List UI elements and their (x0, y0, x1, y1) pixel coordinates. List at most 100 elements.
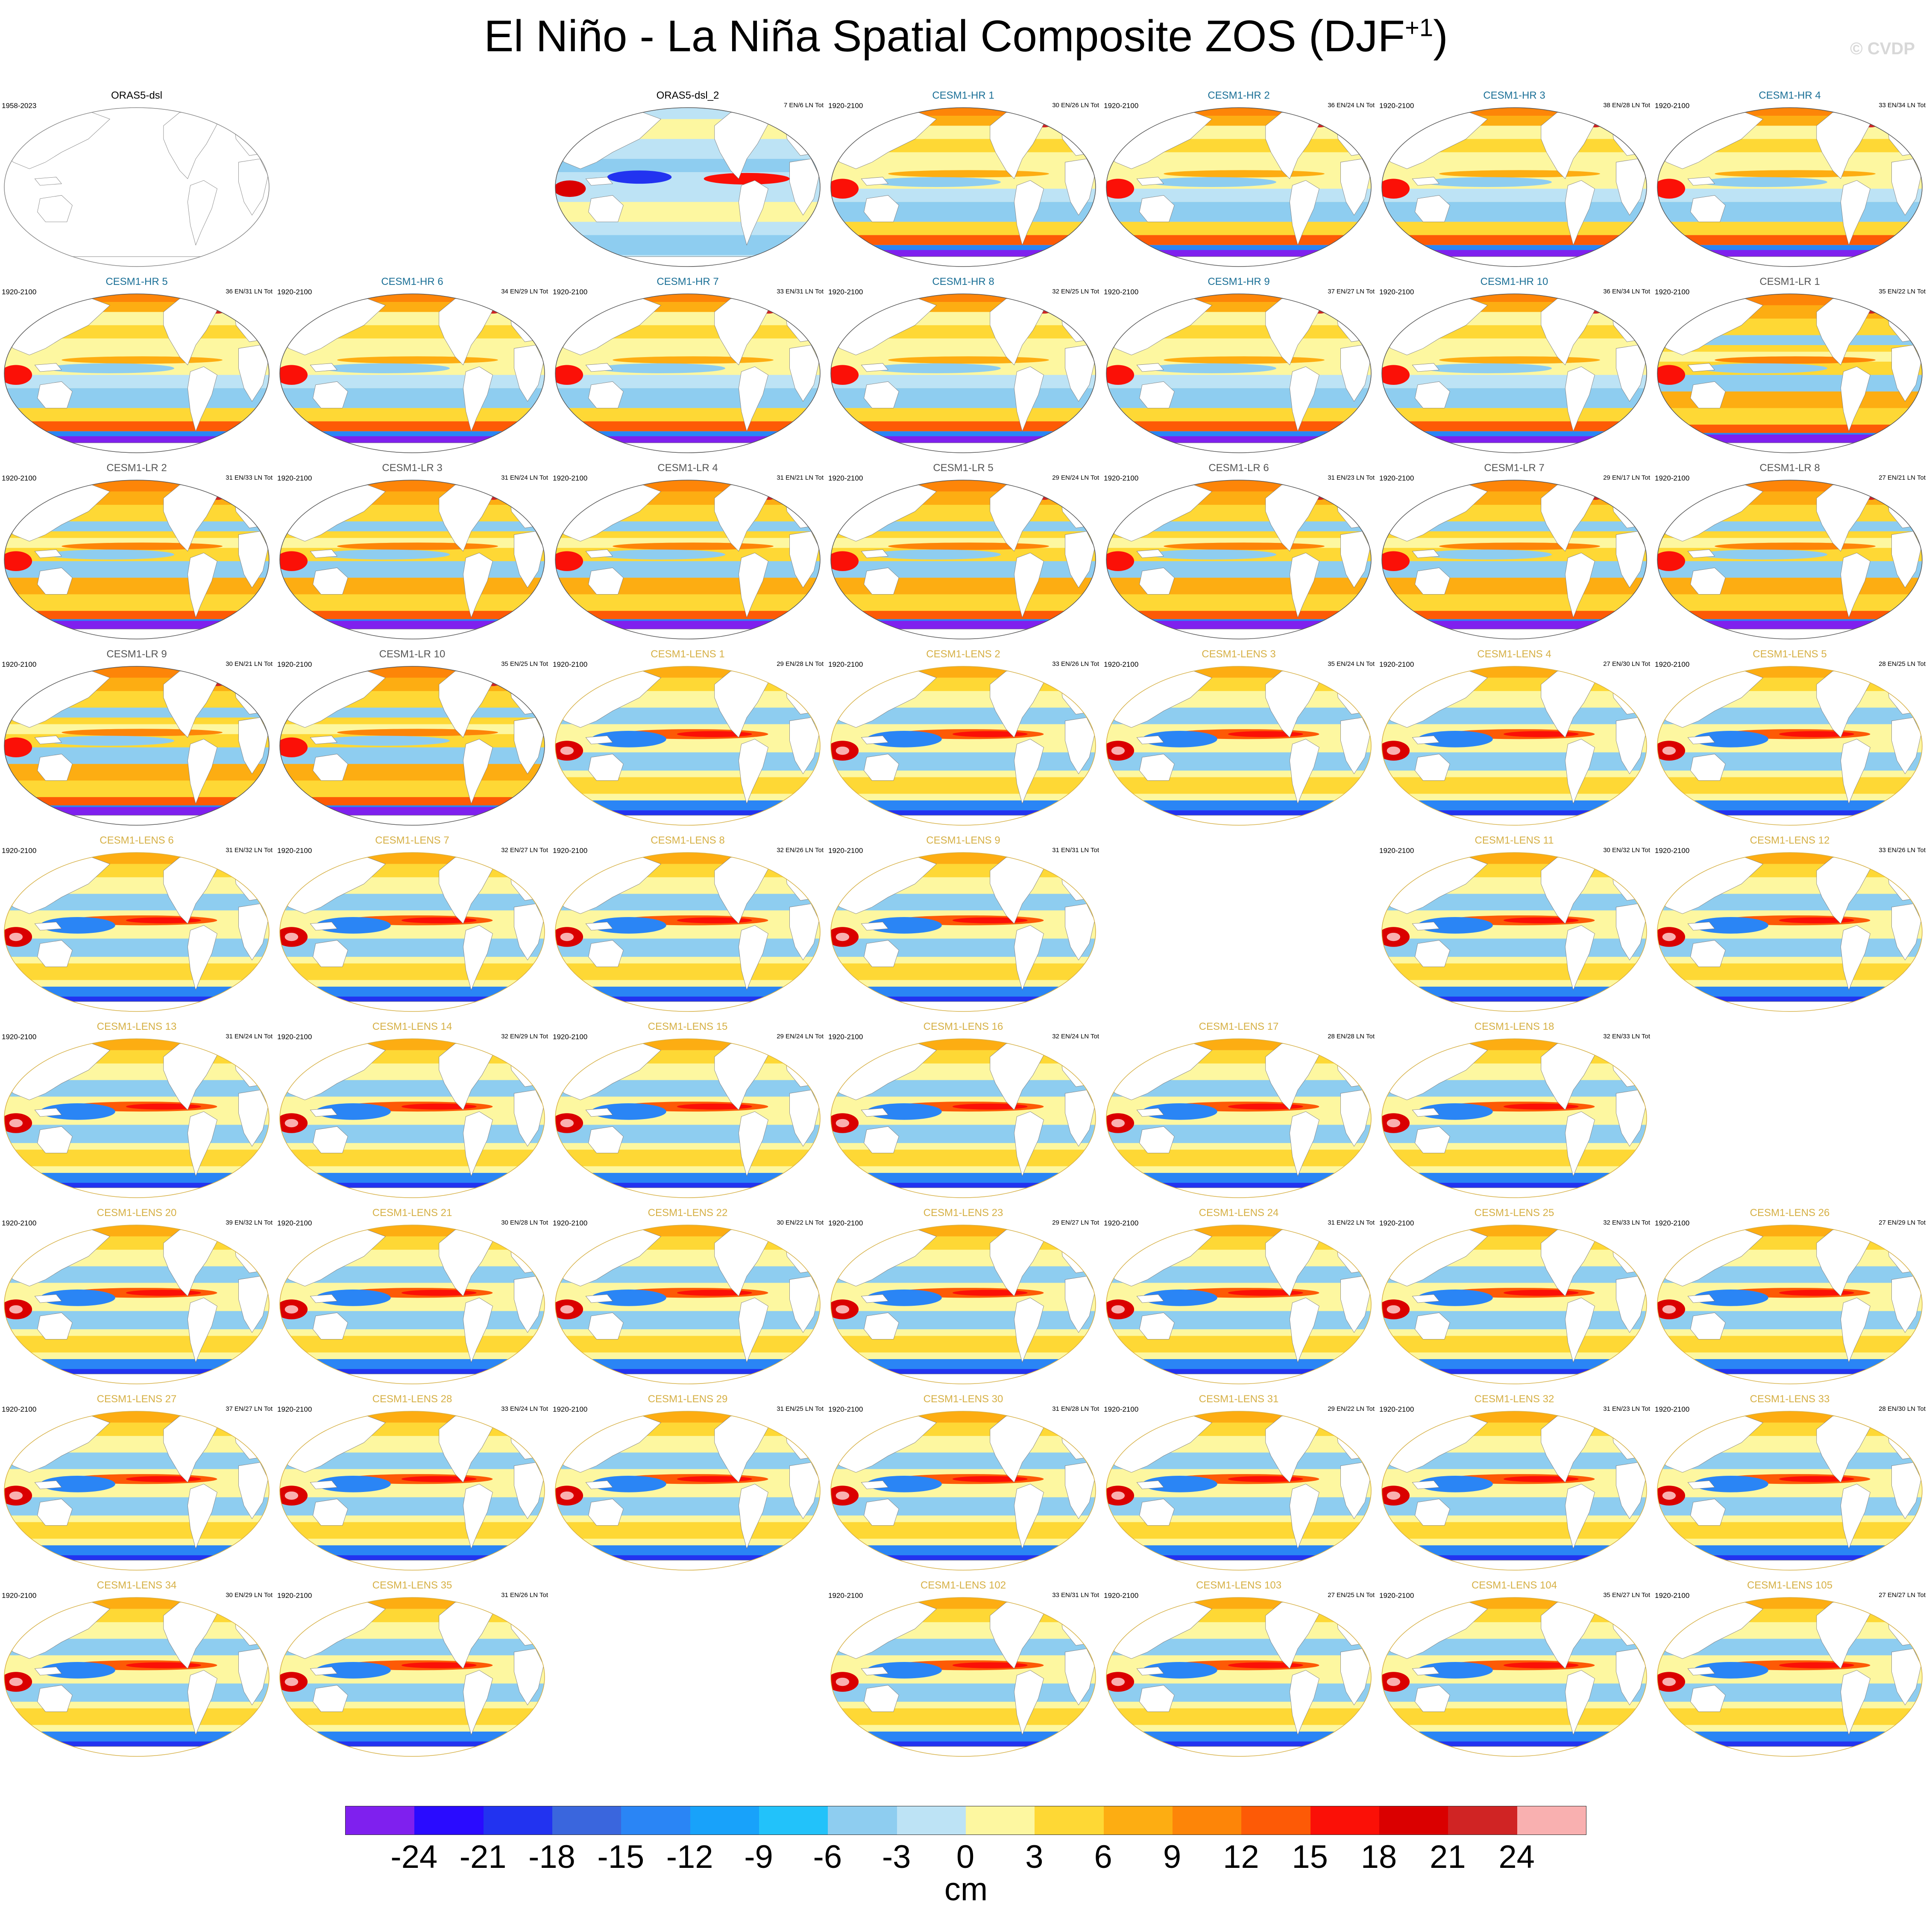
panel-title: CESM1-LENS 8 (651, 835, 725, 846)
composite-map (1657, 480, 1923, 639)
map-panel: CESM1-HR 6 1920-2100 34 EN/29 LN Tot (276, 276, 549, 460)
panel-title: CESM1-LENS 16 (923, 1021, 1003, 1032)
colorbar-tick-label: 21 (1430, 1839, 1466, 1875)
map-panel: CESM1-LENS 20 1920-2100 39 EN/32 LN Tot (0, 1207, 273, 1391)
panel-event-counts: 28 EN/30 LN Tot (1879, 1405, 1926, 1413)
panel-years: 1920-2100 (1655, 288, 1690, 296)
panel-event-counts: 33 EN/34 LN Tot (1879, 102, 1926, 109)
composite-map (4, 480, 270, 639)
map-panel: CESM1-LR 7 1920-2100 29 EN/17 LN Tot (1378, 462, 1651, 646)
cvdp-watermark: © CVDP (1850, 39, 1915, 58)
panel-years: 1920-2100 (1379, 660, 1414, 668)
map-panel: CESM1-HR 3 1920-2100 38 EN/28 LN Tot (1378, 90, 1651, 273)
composite-map (1381, 1225, 1647, 1384)
panel-event-counts: 27 EN/27 LN Tot (1879, 1591, 1926, 1599)
panel-title: CESM1-LENS 35 (372, 1580, 452, 1591)
panel-event-counts: 28 EN/25 LN Tot (1879, 660, 1926, 668)
panel-event-counts: 31 EN/21 LN Tot (777, 474, 824, 481)
panel-title: CESM1-LENS 27 (97, 1393, 177, 1405)
colorbar-tick-label: -9 (744, 1839, 773, 1875)
map-panel: CESM1-LENS 15 1920-2100 29 EN/24 LN Tot (551, 1021, 824, 1205)
panel-years: 1920-2100 (1379, 847, 1414, 855)
panel-title: CESM1-LENS 103 (1196, 1580, 1282, 1591)
map-panel: CESM1-LENS 21 1920-2100 30 EN/28 LN Tot (276, 1207, 549, 1391)
composite-map (1381, 107, 1647, 267)
panel-title: CESM1-LENS 102 (920, 1580, 1006, 1591)
map-panel: CESM1-LR 3 1920-2100 31 EN/24 LN Tot (276, 462, 549, 646)
panel-event-counts: 37 EN/27 LN Tot (1328, 288, 1375, 295)
panel-title: CESM1-LENS 104 (1471, 1580, 1557, 1591)
panel-event-counts: 32 EN/26 LN Tot (777, 847, 824, 854)
panel-event-counts: 36 EN/34 LN Tot (1603, 288, 1650, 295)
map-panel: CESM1-LR 8 1920-2100 27 EN/21 LN Tot (1653, 462, 1926, 646)
composite-map (555, 1411, 821, 1571)
panel-event-counts: 29 EN/24 LN Tot (1052, 474, 1099, 481)
panel-event-counts: 30 EN/29 LN Tot (226, 1591, 273, 1599)
panel-title: CESM1-HR 6 (381, 276, 443, 287)
colorbar-tick-label: 24 (1498, 1839, 1535, 1875)
composite-map (279, 1411, 545, 1571)
panel-years: 1920-2100 (277, 847, 312, 855)
panel-title: CESM1-LENS 105 (1747, 1580, 1833, 1591)
panel-years: 1920-2100 (1655, 474, 1690, 482)
panel-event-counts: 7 EN/6 LN Tot (783, 102, 824, 109)
map-panel: CESM1-LENS 13 1920-2100 31 EN/24 LN Tot (0, 1021, 273, 1205)
panel-years: 1920-2100 (553, 1405, 588, 1413)
panel-title: CESM1-LENS 6 (100, 835, 174, 846)
panel-years: 1920-2100 (553, 1219, 588, 1227)
composite-map (830, 480, 1096, 639)
panel-title: CESM1-LENS 30 (923, 1393, 1003, 1405)
panel-years: 1920-2100 (1655, 1591, 1690, 1600)
composite-map (1106, 1597, 1372, 1757)
panel-title: CESM1-HR 9 (1208, 276, 1270, 287)
panel-years: 1920-2100 (2, 1219, 37, 1227)
panel-years: 1920-2100 (1655, 1219, 1690, 1227)
map-panel: CESM1-LENS 28 1920-2100 33 EN/24 LN Tot (276, 1393, 549, 1577)
composite-map (1381, 293, 1647, 453)
composite-map (1657, 293, 1923, 453)
panel-event-counts: 31 EN/26 LN Tot (501, 1591, 548, 1599)
panel-title: CESM1-LENS 7 (375, 835, 449, 846)
colorbar-tick-label: -18 (528, 1839, 575, 1875)
panel-title: CESM1-LENS 28 (372, 1393, 452, 1405)
composite-map (555, 1225, 821, 1384)
colorbar-tick-label: 12 (1223, 1839, 1259, 1875)
panel-event-counts: 33 EN/31 LN Tot (1052, 1591, 1099, 1599)
panel-event-counts: 30 EN/28 LN Tot (501, 1219, 548, 1226)
panel-event-counts: 31 EN/28 LN Tot (1052, 1405, 1099, 1413)
map-panel: CESM1-LENS 33 1920-2100 28 EN/30 LN Tot (1653, 1393, 1926, 1577)
panel-event-counts: 38 EN/28 LN Tot (1603, 102, 1650, 109)
map-panel: CESM1-LENS 24 1920-2100 31 EN/22 LN Tot (1102, 1207, 1375, 1391)
panel-title: CESM1-LENS 1 (651, 648, 725, 660)
map-panel: CESM1-LENS 14 1920-2100 32 EN/29 LN Tot (276, 1021, 549, 1205)
panel-title: CESM1-LENS 33 (1750, 1393, 1830, 1405)
panel-years: 1920-2100 (277, 1405, 312, 1413)
composite-map (1381, 1411, 1647, 1571)
composite-map (4, 293, 270, 453)
panel-title: CESM1-LENS 15 (648, 1021, 728, 1032)
panel-event-counts: 32 EN/29 LN Tot (501, 1033, 548, 1040)
colorbar-swatch (621, 1806, 690, 1835)
composite-map (279, 293, 545, 453)
panel-years: 1920-2100 (2, 474, 37, 482)
panel-title: CESM1-LENS 2 (926, 648, 1000, 660)
colorbar-swatch (690, 1806, 759, 1835)
composite-map (1106, 1038, 1372, 1198)
panel-title: CESM1-LR 1 (1759, 276, 1820, 287)
composite-map (1381, 1597, 1647, 1757)
panel-event-counts: 31 EN/23 LN Tot (1603, 1405, 1650, 1413)
panel-title: CESM1-HR 1 (932, 90, 994, 101)
panel-title: ORAS5-dsl_2 (656, 90, 719, 101)
composite-map (830, 666, 1096, 826)
map-panel: CESM1-LR 2 1920-2100 31 EN/33 LN Tot (0, 462, 273, 646)
composite-map (1657, 1597, 1923, 1757)
map-panel: CESM1-HR 10 1920-2100 36 EN/34 LN Tot (1378, 276, 1651, 460)
panel-title: CESM1-LR 10 (379, 648, 446, 660)
panel-event-counts: 35 EN/25 LN Tot (501, 660, 548, 668)
map-panel: CESM1-LR 9 1920-2100 30 EN/21 LN Tot (0, 648, 273, 832)
composite-map (4, 1225, 270, 1384)
panel-event-counts: 31 EN/31 LN Tot (1052, 847, 1099, 854)
panel-title: CESM1-LR 3 (382, 462, 443, 474)
panel-years: 1920-2100 (277, 1033, 312, 1041)
panel-years: 1920-2100 (2, 1033, 37, 1041)
